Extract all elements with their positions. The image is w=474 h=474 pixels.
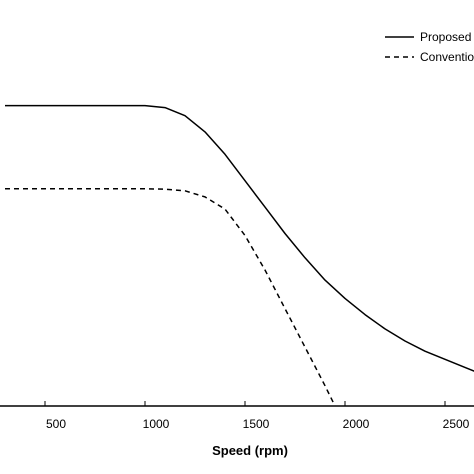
series-line-conventional (5, 188, 336, 407)
x-tick-label: 2000 (343, 417, 370, 431)
series-layer (5, 104, 474, 407)
x-tick-label: 2500 (443, 417, 470, 431)
legend: Proposed Conventional (385, 30, 474, 64)
legend-label-conventional: Conventional (420, 50, 474, 64)
legend-label-proposed: Proposed (420, 30, 471, 44)
x-tick-label: 1500 (243, 417, 270, 431)
x-axis: 500 1000 1500 2000 2500 (44, 401, 470, 431)
x-axis-title: Speed (rpm) (212, 443, 288, 458)
x-tick-label: 500 (46, 417, 66, 431)
x-tick-label: 1000 (143, 417, 170, 431)
series-line-proposed (5, 104, 474, 372)
